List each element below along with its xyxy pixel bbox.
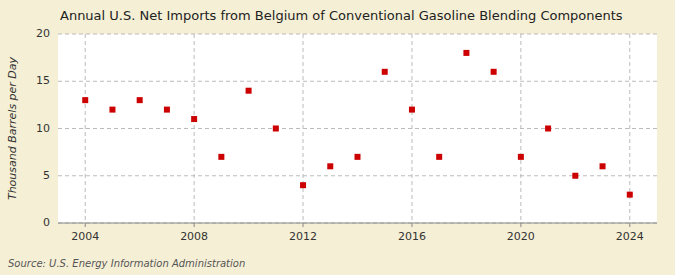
y-tick-label: 20 (36, 27, 50, 40)
x-tick-label: 2004 (71, 230, 99, 243)
point (355, 154, 361, 160)
point (327, 163, 333, 169)
point (409, 107, 415, 113)
x-tick (520, 223, 521, 227)
x-grid-line (85, 34, 86, 223)
y-tick-label: 0 (43, 216, 50, 229)
x-grid-line (411, 34, 412, 223)
axes: 0 5 10 15 20 2004 2008 2012 2016 2020 2024 (36, 27, 657, 243)
point (382, 69, 388, 75)
y-tick-label: 10 (36, 122, 50, 135)
points (82, 50, 633, 198)
x-grid-line (194, 34, 195, 223)
point (191, 116, 197, 122)
point (218, 154, 224, 160)
chart: 0 5 10 15 20 2004 2008 2012 2016 2020 2024 Annual U… (0, 0, 675, 275)
point (109, 107, 115, 113)
y-grid-line (58, 223, 657, 224)
point (600, 163, 606, 169)
point (164, 107, 170, 113)
source: Source: U.S. Energy Information Administ… (8, 258, 245, 269)
x-tick-label: 2008 (180, 230, 208, 243)
point (246, 88, 252, 94)
point (436, 154, 442, 160)
x-tick-label: 2016 (398, 230, 426, 243)
y-grid-line (58, 34, 657, 35)
x-tick (629, 223, 630, 227)
point (491, 69, 497, 75)
y-grid-line (58, 128, 657, 129)
grid (58, 34, 657, 223)
point (518, 154, 524, 160)
x-tick (194, 223, 195, 227)
x-tick (303, 223, 304, 227)
point (627, 192, 633, 198)
point (300, 182, 306, 188)
x-tick-label: 2024 (616, 230, 644, 243)
y-tick-label: 5 (43, 169, 50, 182)
y-axis-label: Thousand Barrels per Day (6, 56, 19, 200)
x-tick (85, 223, 86, 227)
title: Annual U.S. Net Imports from Belgium of … (60, 8, 623, 23)
x-tick-label: 2020 (507, 230, 535, 243)
point (545, 126, 551, 132)
plot-area (58, 34, 657, 223)
y-grid-line (58, 175, 657, 176)
x-grid-line (303, 34, 304, 223)
point (82, 97, 88, 103)
point (273, 126, 279, 132)
point (572, 173, 578, 179)
y-grid-line (58, 81, 657, 82)
x-tick-label: 2012 (289, 230, 317, 243)
x-grid-line (520, 34, 521, 223)
point (463, 50, 469, 56)
y-tick-label: 15 (36, 74, 50, 87)
x-axis-line (58, 223, 657, 224)
point (137, 97, 143, 103)
x-tick (411, 223, 412, 227)
